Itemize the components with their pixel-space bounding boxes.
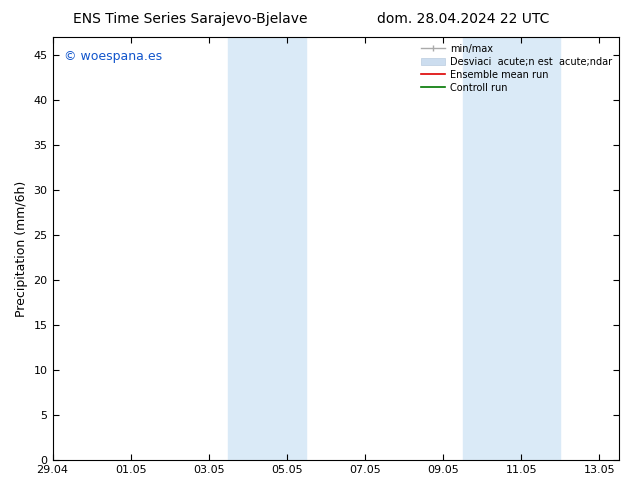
Y-axis label: Precipitation (mm/6h): Precipitation (mm/6h) bbox=[15, 180, 28, 317]
Text: © woespana.es: © woespana.es bbox=[64, 50, 162, 63]
Legend: min/max, Desviaci  acute;n est  acute;ndar, Ensemble mean run, Controll run: min/max, Desviaci acute;n est acute;ndar… bbox=[417, 40, 616, 97]
Bar bbox=[463, 37, 560, 460]
Text: dom. 28.04.2024 22 UTC: dom. 28.04.2024 22 UTC bbox=[377, 12, 549, 26]
Bar bbox=[228, 37, 306, 460]
Text: ENS Time Series Sarajevo-Bjelave: ENS Time Series Sarajevo-Bjelave bbox=[73, 12, 307, 26]
